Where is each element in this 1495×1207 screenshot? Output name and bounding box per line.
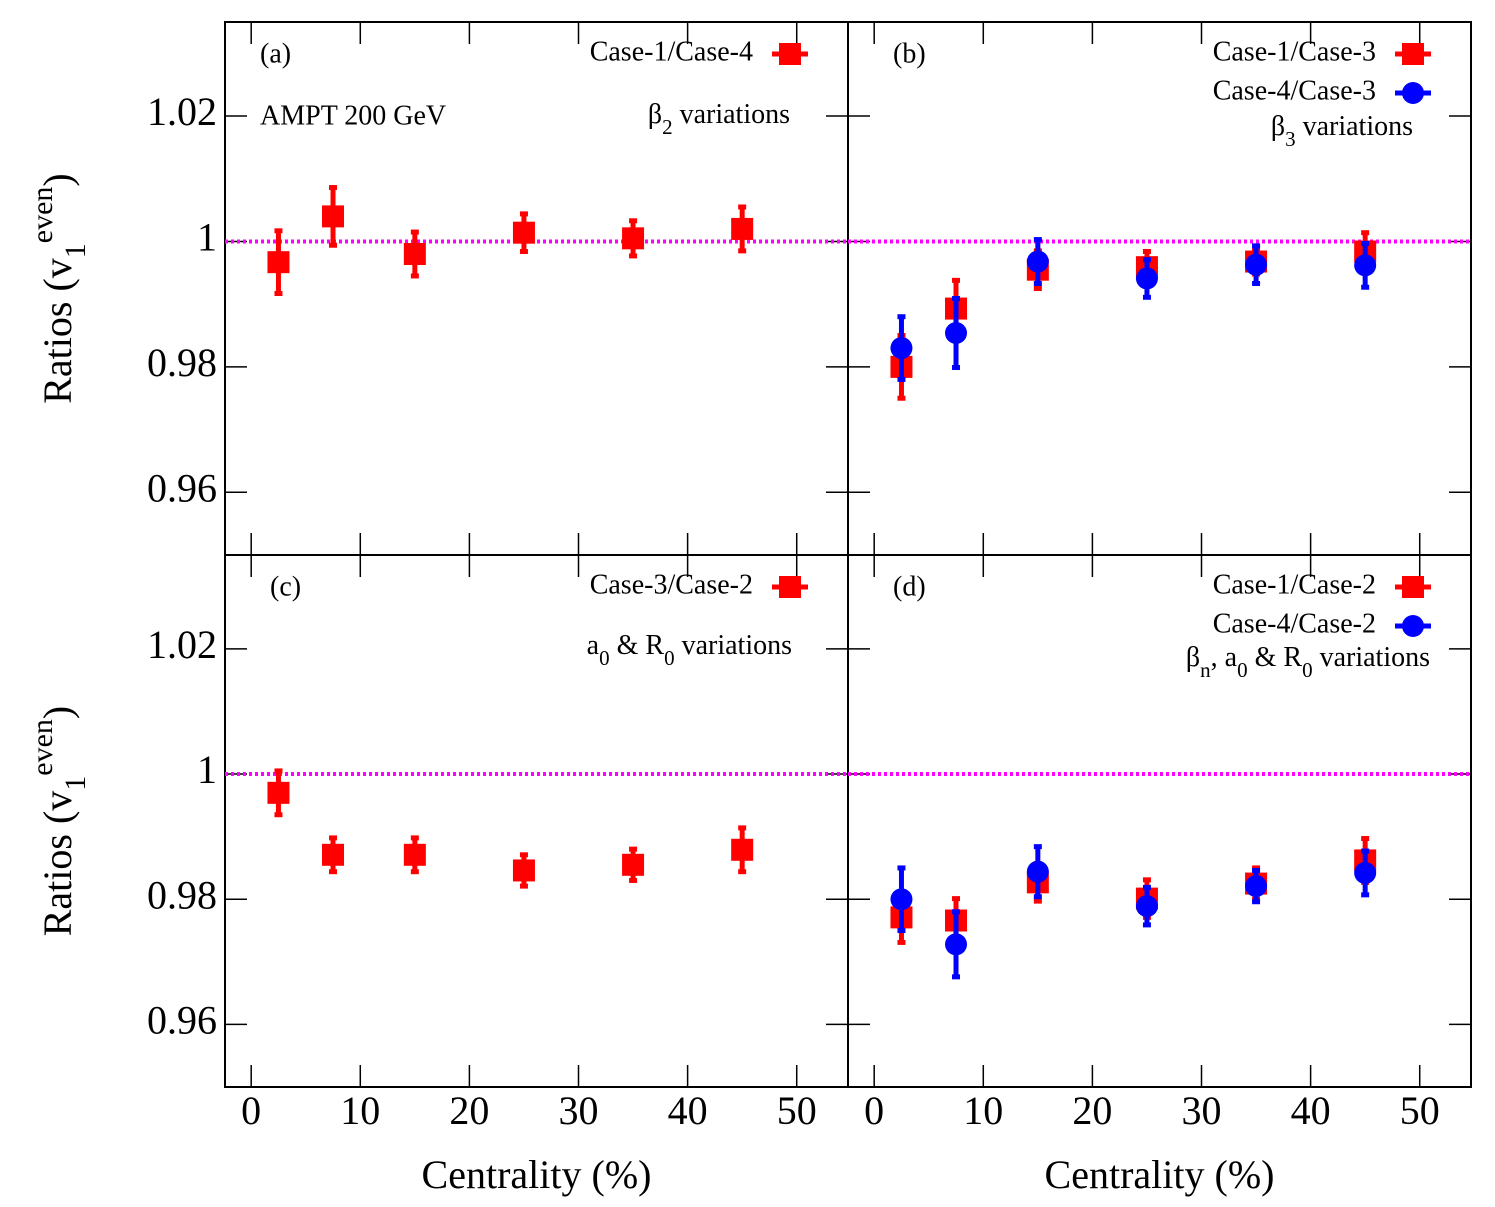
text-part: 0 xyxy=(1302,658,1313,682)
text-part: variations xyxy=(1313,642,1430,673)
marker xyxy=(1026,250,1049,273)
text-part: & R xyxy=(1248,642,1303,673)
y-tick-label: 1.02 xyxy=(147,622,217,667)
text-part: 0 xyxy=(599,646,610,670)
legend-label: Case-3/Case-2 xyxy=(590,569,753,600)
text-part: ) xyxy=(35,706,80,719)
text-part: β xyxy=(648,99,662,130)
legend-label: Case-4/Case-3 xyxy=(1213,75,1376,106)
x-tick-label: 40 xyxy=(668,1088,708,1133)
marker xyxy=(322,205,345,228)
marker xyxy=(622,853,645,876)
y-tick-label: 1 xyxy=(197,215,217,260)
marker xyxy=(267,781,290,804)
marker xyxy=(731,217,754,240)
text-part: a xyxy=(587,630,600,661)
legend-marker xyxy=(779,576,801,598)
text-part: , a xyxy=(1211,642,1238,673)
legend-label: Case-1/Case-2 xyxy=(1213,569,1376,600)
x-axis-label: Centrality (%) xyxy=(422,1152,652,1197)
text-part: even xyxy=(26,719,59,776)
rich-text: Ratios (v1even) xyxy=(26,706,92,937)
legend-label: Case-4/Case-2 xyxy=(1213,608,1376,639)
text-part: Ratios (v xyxy=(35,258,80,404)
marker xyxy=(1354,254,1377,277)
legend-marker xyxy=(1402,615,1424,637)
marker xyxy=(945,322,968,345)
text-part: n xyxy=(1200,658,1211,682)
text-part: Ratios (v xyxy=(35,791,80,937)
rich-text: a0 & R0 variations xyxy=(587,630,792,669)
panel-label: (c) xyxy=(270,571,301,602)
text-part: 3 xyxy=(1285,127,1296,151)
text-part: & R xyxy=(610,630,665,661)
marker xyxy=(731,838,754,861)
x-tick-label: 10 xyxy=(340,1088,380,1133)
panel-label: (b) xyxy=(893,38,926,69)
x-tick-label: 50 xyxy=(777,1088,817,1133)
marker xyxy=(945,933,968,956)
panel-label: (a) xyxy=(260,38,291,69)
text-part: variations xyxy=(673,99,790,130)
marker xyxy=(1135,267,1158,290)
marker xyxy=(267,251,290,274)
x-tick-label: 30 xyxy=(559,1088,599,1133)
y-tick-label: 0.96 xyxy=(147,998,217,1043)
marker xyxy=(622,227,645,250)
legend-marker xyxy=(1402,576,1424,598)
text-part: 1 xyxy=(59,776,92,791)
marker xyxy=(890,888,913,911)
marker xyxy=(1354,861,1377,884)
x-tick-label: 20 xyxy=(1072,1088,1112,1133)
marker xyxy=(403,843,426,866)
marker xyxy=(1135,895,1158,918)
marker xyxy=(322,843,345,866)
legend-label: Case-1/Case-4 xyxy=(590,36,753,67)
panel-frame xyxy=(847,21,1472,556)
rich-text: β3 variations xyxy=(1271,111,1413,150)
legend-marker xyxy=(779,43,801,65)
x-tick-label: 40 xyxy=(1291,1088,1331,1133)
marker xyxy=(403,243,426,266)
text-part: ) xyxy=(35,173,80,186)
rich-text: β2 variations xyxy=(648,99,790,138)
x-tick-label: 0 xyxy=(864,1088,884,1133)
x-tick-label: 50 xyxy=(1400,1088,1440,1133)
text-part: variations xyxy=(675,630,792,661)
x-tick-label: 20 xyxy=(449,1088,489,1133)
panel-label: (d) xyxy=(893,571,926,602)
y-tick-label: 0.98 xyxy=(147,340,217,385)
marker xyxy=(1245,875,1268,898)
text-part: 0 xyxy=(664,646,675,670)
legend-label: Case-1/Case-3 xyxy=(1213,36,1376,67)
legend-marker xyxy=(1402,43,1424,65)
marker xyxy=(512,859,535,882)
rich-text: βn, a0 & R0 variations xyxy=(1186,642,1430,681)
marker xyxy=(512,221,535,244)
text-part: variations xyxy=(1296,111,1413,142)
x-tick-label: 10 xyxy=(963,1088,1003,1133)
marker xyxy=(1245,253,1268,276)
y-tick-label: 0.96 xyxy=(147,465,217,510)
panel-frame xyxy=(847,554,1472,1088)
text-part: β xyxy=(1186,642,1200,673)
text-part: even xyxy=(26,187,59,244)
rich-text: Ratios (v1even) xyxy=(26,173,92,404)
text-part: 2 xyxy=(662,115,673,139)
annotation: AMPT 200 GeV xyxy=(260,100,446,131)
marker xyxy=(1026,860,1049,883)
x-axis-label: Centrality (%) xyxy=(1045,1152,1275,1197)
legend-marker xyxy=(1402,82,1424,104)
x-tick-label: 0 xyxy=(241,1088,261,1133)
text-part: β xyxy=(1271,111,1285,142)
text-part: 1 xyxy=(59,243,92,258)
text-part: 0 xyxy=(1237,658,1248,682)
y-tick-label: 1 xyxy=(197,747,217,792)
marker xyxy=(890,337,913,360)
x-tick-label: 30 xyxy=(1182,1088,1222,1133)
y-tick-label: 0.98 xyxy=(147,872,217,917)
y-tick-label: 1.02 xyxy=(147,89,217,134)
